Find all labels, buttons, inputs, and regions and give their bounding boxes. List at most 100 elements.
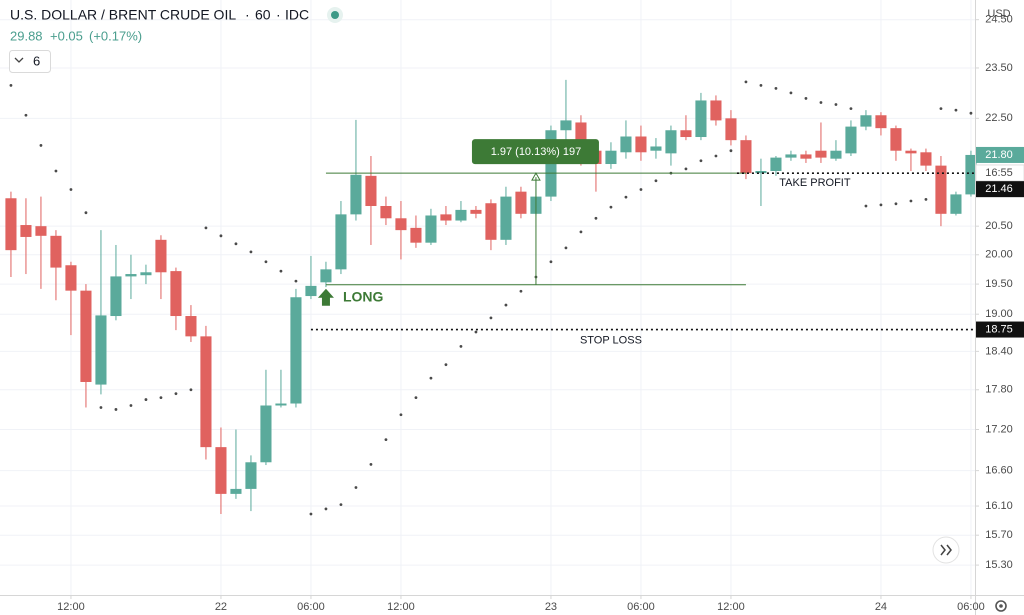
gear[interactable] bbox=[995, 600, 1007, 612]
candle-body bbox=[80, 290, 92, 382]
change-pct: (+0.17%) bbox=[89, 28, 142, 43]
sar-dot bbox=[339, 503, 343, 507]
candle-body bbox=[695, 100, 707, 138]
candle-body bbox=[605, 150, 617, 165]
candle-body bbox=[935, 165, 947, 214]
sar-dot bbox=[759, 83, 763, 87]
chevron bbox=[946, 544, 952, 556]
sar-dot bbox=[489, 316, 493, 320]
candle-body bbox=[650, 146, 662, 151]
sar-dot bbox=[309, 512, 313, 516]
sar-dot bbox=[114, 408, 118, 411]
y-tick-label: 22.50 bbox=[985, 112, 1013, 124]
last-price-label: 21.80 bbox=[985, 149, 1013, 161]
chevron bbox=[14, 57, 24, 63]
candle-body bbox=[860, 115, 872, 127]
candle-body bbox=[125, 274, 137, 277]
candle-body bbox=[65, 265, 77, 291]
sar-dot bbox=[294, 279, 298, 283]
sar-dot bbox=[54, 169, 58, 173]
candle-body bbox=[350, 174, 362, 215]
y-tick-label: 15.30 bbox=[985, 559, 1013, 571]
sar-dot bbox=[399, 413, 403, 417]
sar-dot bbox=[849, 107, 853, 110]
candle-body bbox=[665, 130, 677, 154]
sar-dot bbox=[504, 303, 508, 307]
sar-dot bbox=[714, 154, 718, 158]
sar-dot bbox=[234, 242, 238, 246]
settings-button[interactable] bbox=[995, 600, 1007, 612]
y-tick-label: 24.50 bbox=[985, 14, 1013, 26]
candle-body bbox=[950, 194, 962, 214]
y-tick-label: 19.00 bbox=[985, 308, 1013, 320]
candle-body bbox=[20, 225, 32, 237]
candle-body bbox=[815, 150, 827, 158]
candle-body bbox=[155, 239, 167, 273]
y-tick-label: 18.40 bbox=[985, 345, 1013, 357]
scroll-button[interactable] bbox=[932, 536, 960, 564]
x-tick-label: 23 bbox=[545, 601, 557, 613]
symbol-title: U.S. DOLLAR / BRENT CRUDE OIL bbox=[10, 7, 236, 23]
sar-dot bbox=[609, 205, 613, 209]
sar-dot bbox=[549, 260, 553, 264]
candle-body bbox=[425, 215, 437, 243]
candle-body bbox=[215, 447, 227, 494]
candle-body bbox=[965, 154, 977, 195]
sar-dot bbox=[684, 167, 688, 171]
sar-dot bbox=[249, 250, 253, 254]
long-label: LONG bbox=[343, 288, 384, 304]
sar-dot bbox=[264, 260, 268, 264]
currency: USD bbox=[987, 8, 1010, 20]
header: U.S. DOLLAR / BRENT CRUDE OIL · 60 · IDC… bbox=[9, 7, 343, 73]
candle-body bbox=[170, 271, 182, 317]
sar-dot bbox=[789, 91, 793, 95]
sar-dot bbox=[924, 197, 928, 201]
status-dot bbox=[331, 11, 339, 19]
sar-dot bbox=[9, 83, 13, 87]
candle-body bbox=[140, 272, 152, 276]
candle-body bbox=[260, 405, 272, 463]
candle-body bbox=[680, 130, 692, 138]
candle-body bbox=[110, 276, 122, 317]
sar-dot bbox=[519, 289, 523, 293]
sar-dot bbox=[159, 396, 163, 400]
sar-dot bbox=[144, 398, 148, 401]
y-tick-label: 20.50 bbox=[985, 220, 1013, 232]
countdown-label: 16:55 bbox=[985, 167, 1013, 179]
separator: · bbox=[276, 7, 281, 23]
change: +0.05 bbox=[50, 28, 83, 43]
sar-dot bbox=[444, 363, 448, 367]
candle-body bbox=[200, 336, 212, 448]
sar-dot bbox=[864, 204, 868, 208]
candle-body bbox=[905, 150, 917, 154]
measure-arrowhead bbox=[531, 172, 541, 181]
candle-body bbox=[620, 136, 632, 153]
candle-body bbox=[395, 218, 407, 231]
candle-body bbox=[845, 126, 857, 154]
indicator-box[interactable] bbox=[9, 50, 51, 73]
candle-body bbox=[785, 154, 797, 158]
axes: 24.50 23.50 22.50 20.50 20.00 19.50 19.00 18.40… bbox=[57, 14, 1024, 613]
x-tick-label: 12:00 bbox=[57, 601, 85, 613]
candle-body bbox=[230, 488, 242, 494]
sar-dot bbox=[954, 108, 958, 112]
stop-loss-price: 18.75 bbox=[985, 323, 1013, 335]
candle-body bbox=[5, 198, 17, 251]
sar-dot bbox=[129, 404, 133, 407]
sar-dot bbox=[894, 202, 898, 206]
last-price-box bbox=[976, 146, 1024, 163]
candle-body bbox=[710, 100, 722, 121]
long-arrow bbox=[317, 288, 334, 306]
sar-dot bbox=[39, 144, 43, 147]
sar-dot bbox=[324, 507, 328, 511]
plot bbox=[5, 79, 977, 516]
sar-dot bbox=[474, 330, 478, 334]
indicator-count: 6 bbox=[33, 53, 40, 68]
y-tick-label: 17.80 bbox=[985, 384, 1013, 396]
scroll-button-circle[interactable] bbox=[932, 536, 960, 564]
overlay: 1.97 (10.13%) 197 TAKE PROFIT STOP LOSS LON… bbox=[310, 139, 975, 346]
x-tick-label: 24 bbox=[875, 601, 887, 613]
y-tick-label: 16.60 bbox=[985, 465, 1013, 477]
